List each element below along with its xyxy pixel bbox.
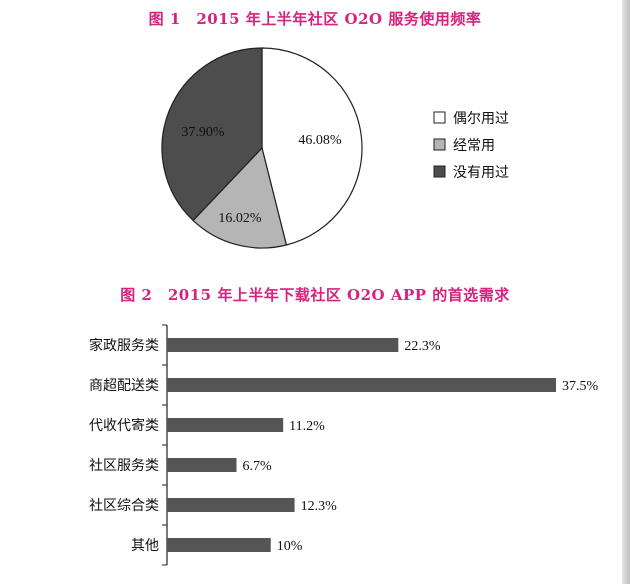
bar-3 [167,458,237,472]
pie-slice-0 [261,47,363,246]
bar-4 [167,498,295,512]
pie-slice-2 [161,47,263,222]
pie-slice-1 [192,146,288,249]
bar-value-label-2: 11.2% [289,419,325,434]
legend-swatch-0 [433,111,446,124]
category-label-5: 其他 [131,538,159,554]
window-edge [622,0,630,584]
legend-label-2: 没有用过 [453,165,509,181]
bar-0 [167,338,399,352]
bar-value-label-1: 37.5% [562,379,599,394]
bar-value-label-4: 12.3% [301,499,338,514]
legend-label-0: 偶尔用过 [453,111,509,127]
pie-slice-label-1: 16.02% [218,211,262,226]
pie-slice-label-0: 46.08% [298,133,342,148]
bar-5 [167,538,271,552]
bar-value-label-5: 10% [277,539,303,554]
category-label-1: 商超配送类 [89,378,159,394]
pie-slice-label-2: 37.90% [181,125,225,140]
legend-swatch-2 [433,165,446,178]
category-label-2: 代收代寄类 [89,417,159,434]
category-label-4: 社区综合类 [89,498,159,514]
category-label-0: 家政服务类 [89,337,159,354]
figure2-title: 图 2 2015 年上半年下载社区 O2O APP 的首选需求 [120,286,510,304]
bar-value-label-0: 22.3% [404,339,441,354]
bar-2 [167,418,284,432]
legend-swatch-1 [433,138,446,151]
category-label-3: 社区服务类 [89,458,159,474]
bar-value-label-3: 6.7% [243,459,273,474]
legend-label-1: 经常用 [453,138,495,154]
figure1-title: 图 1 2015 年上半年社区 O2O 服务使用频率 [148,10,482,28]
bar-1 [167,378,556,392]
